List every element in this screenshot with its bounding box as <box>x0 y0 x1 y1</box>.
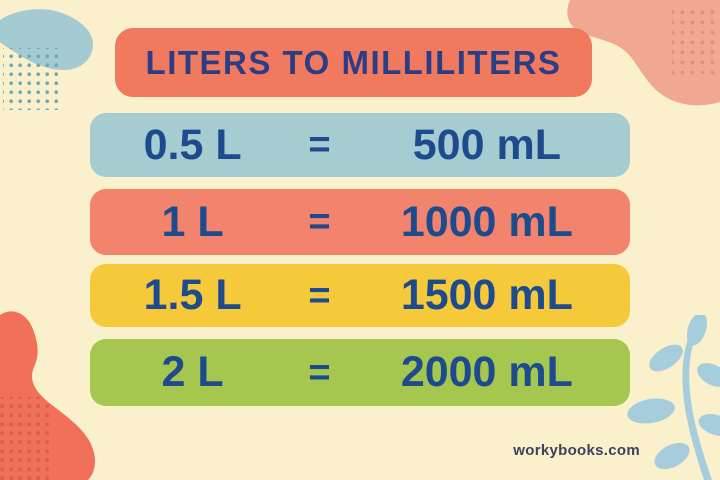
liters-value: 1 L <box>161 197 224 246</box>
liters-value: 2 L <box>161 348 224 396</box>
conversion-row-0.5L: 0.5 L = 500 mL <box>90 113 630 177</box>
page-title: LITERS TO MILLILITERS <box>145 43 562 81</box>
teal-blob-icon <box>0 9 94 110</box>
website-credit: workybooks.com <box>513 442 640 459</box>
milliliters-value: 1500 mL <box>400 271 573 319</box>
liters-value: 1.5 L <box>143 271 242 319</box>
milliliters-value: 500 mL <box>412 120 561 169</box>
title-banner: LITERS TO MILLILITERS <box>115 28 592 97</box>
conversion-row-2L: 2 L = 2000 mL <box>90 339 630 406</box>
equals-sign: = <box>308 124 331 166</box>
milliliters-value: 2000 mL <box>400 348 573 396</box>
milliliters-value: 1000 mL <box>400 197 573 246</box>
liters-value: 0.5 L <box>143 120 242 169</box>
conversion-row-1L: 1 L = 1000 mL <box>90 189 630 255</box>
conversion-row-1.5L: 1.5 L = 1500 mL <box>90 264 630 327</box>
equals-sign: = <box>308 274 331 317</box>
equals-sign: = <box>308 351 331 394</box>
equals-sign: = <box>308 201 331 243</box>
